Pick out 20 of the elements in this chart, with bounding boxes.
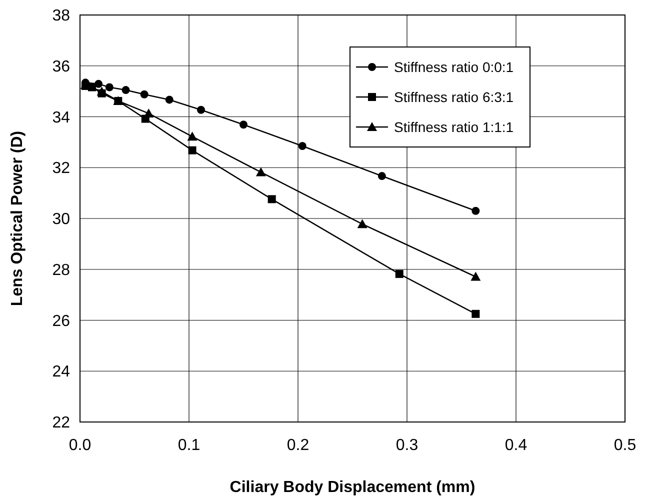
y-tick-label: 28 [52,262,70,279]
y-tick-label: 22 [52,414,70,432]
y-tick-label: 30 [52,211,70,228]
x-tick-label: 0.1 [178,437,200,454]
y-axis-title: Lens Optical Power (D) [9,130,26,306]
x-tick-label: 0.0 [68,437,92,454]
x-tick-label: 0.3 [396,437,418,454]
x-tick-label: 0.4 [504,437,528,454]
legend-label: Stiffness ratio 0:0:1 [394,58,514,75]
y-tick-label: 32 [52,160,70,178]
legend-label: Stiffness ratio 6:3:1 [394,88,514,105]
y-tick-label: 38 [52,8,70,25]
x-axis-title: Ciliary Body Displacement (mm) [230,479,476,496]
x-tick-label: 0.2 [286,437,310,454]
legend-label: Stiffness ratio 1:1:1 [394,118,514,135]
y-tick-label: 36 [52,58,70,76]
y-tick-label: 24 [52,364,70,381]
x-tick-label: 0.5 [614,437,636,454]
y-tick-label: 26 [52,312,70,330]
y-tick-label: 34 [52,109,70,126]
